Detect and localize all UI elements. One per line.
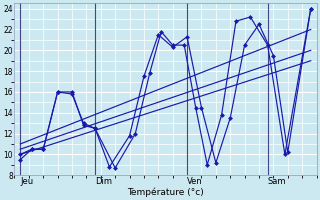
X-axis label: Température (°c): Température (°c) (127, 187, 204, 197)
